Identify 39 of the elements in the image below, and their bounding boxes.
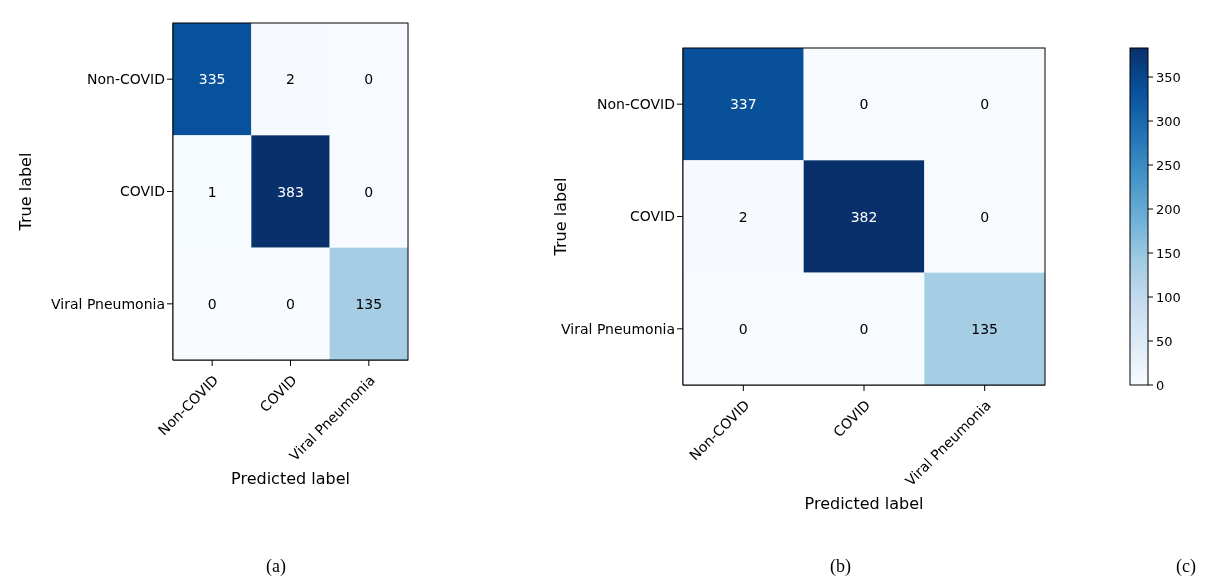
data-label: 0 bbox=[364, 183, 374, 200]
y-axis-title: True label bbox=[16, 152, 35, 232]
y-axis-title: True label bbox=[551, 177, 570, 257]
color-bar-label: 250 bbox=[1156, 157, 1181, 173]
data-label: 135 bbox=[971, 320, 999, 337]
data-label: 0 bbox=[980, 208, 990, 225]
data-label: 0 bbox=[364, 71, 374, 88]
color-bar-label: 50 bbox=[1156, 333, 1173, 349]
x-axis-title: Predicted label bbox=[230, 469, 351, 488]
x-axis-title: Predicted label bbox=[803, 494, 925, 513]
data-label: 2 bbox=[738, 208, 748, 225]
y-tick-label: Viral Pneumonia bbox=[561, 320, 675, 337]
data-label: 0 bbox=[286, 295, 295, 312]
y-tick-label: Non-COVID bbox=[87, 71, 165, 88]
data-label: 135 bbox=[355, 295, 383, 312]
data-label: 382 bbox=[850, 208, 878, 225]
y-tick-label: COVID bbox=[629, 208, 675, 225]
data-label: 0 bbox=[738, 320, 748, 337]
text: (b) bbox=[830, 556, 851, 577]
data-label: 383 bbox=[277, 183, 304, 200]
color-bar-label: 300 bbox=[1156, 113, 1181, 129]
data-label: 0 bbox=[859, 320, 869, 337]
data-label: 2 bbox=[286, 71, 295, 88]
text: (c) bbox=[1176, 556, 1196, 577]
color-bar-label: 100 bbox=[1156, 289, 1181, 305]
y-tick-label: Non-COVID bbox=[597, 96, 675, 113]
data-label: 335 bbox=[198, 71, 226, 88]
data-label: 337 bbox=[729, 96, 757, 113]
color-bar-label: 0 bbox=[1156, 377, 1165, 393]
data-label: 1 bbox=[207, 183, 217, 200]
data-label: 0 bbox=[980, 96, 990, 113]
color-bar-label: 200 bbox=[1156, 201, 1181, 217]
data-label: 0 bbox=[207, 295, 217, 312]
text: (a) bbox=[266, 556, 286, 577]
color-bar-label: 150 bbox=[1156, 245, 1181, 261]
y-tick-label: COVID bbox=[119, 183, 165, 200]
y-tick-label: Viral Pneumonia bbox=[51, 295, 165, 312]
color-bar-label: 350 bbox=[1156, 69, 1181, 85]
data-label: 0 bbox=[859, 96, 869, 113]
